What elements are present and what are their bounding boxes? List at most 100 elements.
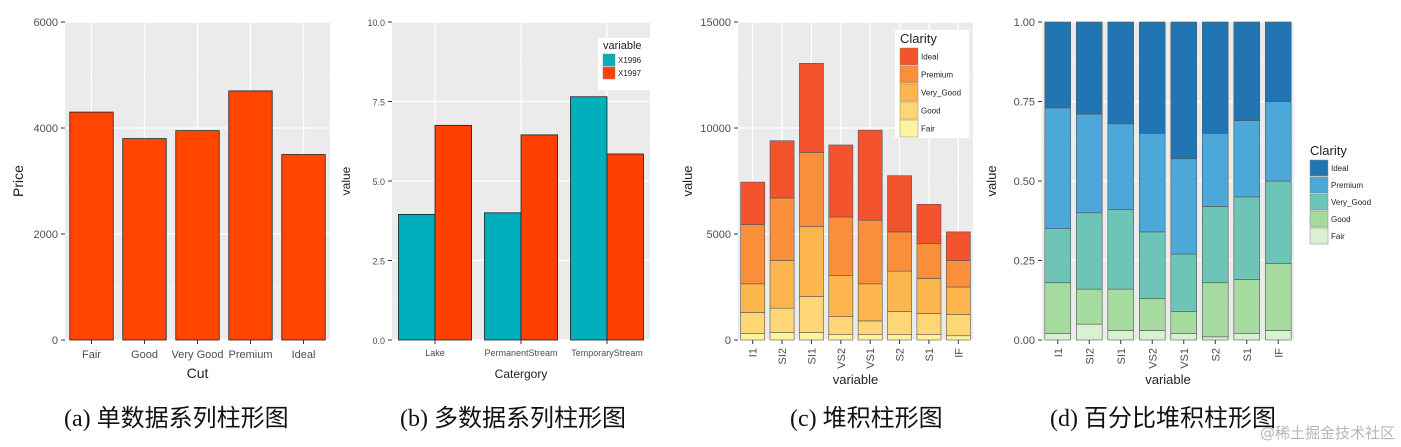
bar bbox=[69, 111, 114, 341]
x-tick-label: SI2 bbox=[1084, 348, 1096, 365]
bar-segment bbox=[1202, 282, 1229, 338]
x-tick-label: SI2 bbox=[777, 348, 789, 365]
bar-segment bbox=[1233, 196, 1260, 280]
bar bbox=[398, 213, 436, 341]
legend-label: Very_Good bbox=[921, 89, 961, 98]
watermark: @稀土掘金技术社区 bbox=[1259, 424, 1395, 442]
bar-segment bbox=[1044, 282, 1071, 334]
legend-swatch bbox=[1309, 159, 1329, 177]
bar-segment bbox=[1139, 330, 1166, 341]
bar-segment bbox=[1202, 21, 1229, 134]
bar-segment bbox=[1265, 330, 1292, 341]
legend-label: Ideal bbox=[921, 53, 939, 62]
y-tick-label: 5.0 bbox=[372, 177, 385, 187]
x-tick-label: S2 bbox=[1210, 348, 1222, 361]
bar bbox=[122, 138, 167, 341]
bar-segment bbox=[828, 216, 854, 276]
bar bbox=[281, 154, 326, 341]
bar-segment bbox=[1044, 21, 1071, 109]
bar bbox=[606, 153, 644, 341]
legend-label: Fair bbox=[1331, 232, 1345, 241]
legend-label: Good bbox=[1331, 215, 1351, 224]
y-tick-label: 5000 bbox=[707, 229, 731, 241]
bar-segment bbox=[799, 63, 824, 153]
bar-segment bbox=[1139, 298, 1166, 331]
bar-segment bbox=[769, 260, 795, 309]
bar-segment bbox=[916, 204, 942, 244]
x-tick-label: VS2 bbox=[1147, 348, 1159, 369]
y-tick-label: 2000 bbox=[34, 229, 58, 241]
y-tick-label: 0 bbox=[52, 335, 58, 347]
bar-segment bbox=[769, 307, 795, 333]
bar-segment bbox=[857, 283, 883, 322]
bar-segment bbox=[1044, 228, 1071, 284]
bar-segment bbox=[828, 316, 854, 335]
x-tick-label: TemporaryStream bbox=[571, 348, 643, 358]
y-tick-label: 2.5 bbox=[372, 257, 385, 267]
y-tick-label: 0 bbox=[725, 335, 731, 347]
bar-segment bbox=[1107, 123, 1134, 210]
chart-stacked: 0 5000 10000 15000 I1 SI2 SI1 VS2 VS1 S2 S1 IF varia… bbox=[680, 17, 973, 387]
bar-segment bbox=[799, 296, 824, 333]
bar-segment bbox=[740, 224, 766, 285]
caption-c: (c) 堆积柱形图 bbox=[790, 406, 943, 432]
bar-segment bbox=[1076, 113, 1103, 214]
x-tick-label: VS1 bbox=[1179, 348, 1191, 369]
x-axis-title: variable bbox=[1145, 372, 1191, 387]
legend-label: Premium bbox=[1331, 181, 1363, 190]
x-tick-label: Ideal bbox=[292, 349, 316, 361]
bar-segment bbox=[1107, 330, 1134, 341]
legend-swatch bbox=[1309, 210, 1329, 228]
y-tick-label: 10000 bbox=[700, 123, 731, 135]
bar-segment bbox=[887, 311, 912, 336]
bar-segment bbox=[740, 333, 766, 341]
bar-segment bbox=[740, 312, 766, 334]
chart-single-series: 0 2000 4000 6000 Fair Good Very Good Premium Ide… bbox=[10, 17, 330, 381]
bar-segment bbox=[1170, 311, 1197, 334]
bar-segment bbox=[799, 152, 824, 227]
bar-segment bbox=[1107, 209, 1134, 290]
bar bbox=[484, 212, 522, 341]
bar-segment bbox=[1076, 212, 1103, 290]
x-tick-label: Fair bbox=[82, 349, 101, 361]
bar-segment bbox=[945, 286, 971, 315]
bar-segment bbox=[828, 334, 854, 341]
y-tick-label: 0.75 bbox=[1014, 97, 1035, 109]
y-tick-label: 10.0 bbox=[367, 18, 385, 28]
bar-segment bbox=[887, 231, 912, 272]
bar-segment bbox=[857, 219, 883, 285]
bar-segment bbox=[945, 231, 971, 261]
legend-swatch bbox=[899, 65, 919, 84]
bar-segment bbox=[1170, 333, 1197, 341]
bar-segment bbox=[857, 334, 883, 341]
bar-segment bbox=[769, 332, 795, 341]
bar-segment bbox=[945, 335, 971, 341]
bar-segment bbox=[1076, 21, 1103, 115]
legend-swatch bbox=[899, 119, 919, 138]
bar-segment bbox=[887, 334, 912, 341]
x-axis-title: Cut bbox=[187, 365, 209, 381]
caption-b: (b) 多数据系列柱形图 bbox=[400, 406, 626, 432]
bar-segment bbox=[945, 314, 971, 337]
legend-label: X1997 bbox=[618, 69, 642, 78]
bar-segment bbox=[1233, 333, 1260, 341]
bar-segment bbox=[1170, 21, 1197, 160]
y-tick-label: 4000 bbox=[34, 123, 58, 135]
bar-segment bbox=[857, 320, 883, 336]
legend-swatch bbox=[1309, 193, 1329, 211]
bar-segment bbox=[828, 144, 854, 218]
caption-a: (a) 单数据系列柱形图 bbox=[64, 406, 289, 432]
bar-segment bbox=[916, 278, 942, 314]
x-tick-label: S2 bbox=[895, 348, 907, 361]
x-tick-label: VS2 bbox=[836, 348, 848, 369]
legend-label: Very_Good bbox=[1331, 198, 1371, 207]
bar bbox=[434, 124, 472, 341]
bar-segment bbox=[1233, 21, 1260, 121]
x-tick-label: I1 bbox=[748, 348, 760, 357]
legend-title: variable bbox=[603, 40, 642, 52]
bar-segment bbox=[916, 243, 942, 279]
bar-segment bbox=[1170, 253, 1197, 312]
x-tick-label: Very Good bbox=[172, 349, 224, 361]
y-tick-label: 0.00 bbox=[1014, 335, 1035, 347]
bar-segment bbox=[799, 332, 824, 341]
